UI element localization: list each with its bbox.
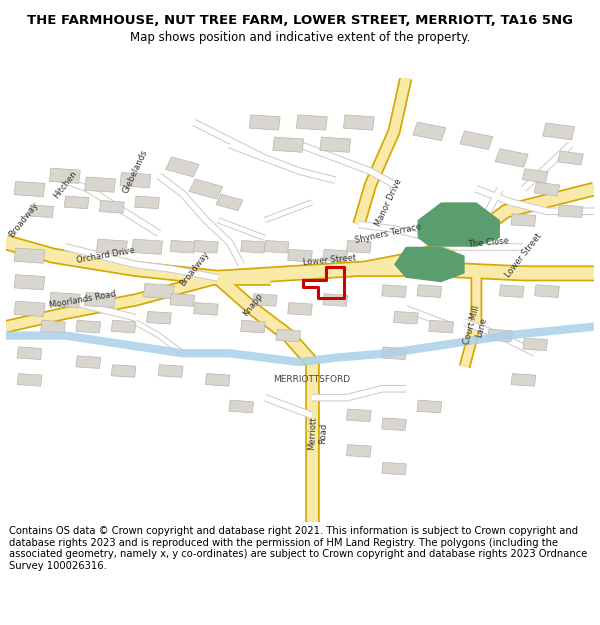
- Bar: [85, 177, 115, 192]
- Bar: [49, 168, 80, 183]
- Bar: [100, 201, 124, 213]
- Bar: [382, 418, 406, 431]
- Text: Contains OS data © Crown copyright and database right 2021. This information is : Contains OS data © Crown copyright and d…: [9, 526, 587, 571]
- Text: Lower Street: Lower Street: [302, 253, 356, 267]
- Bar: [488, 329, 512, 342]
- Bar: [394, 311, 418, 324]
- Bar: [135, 196, 160, 209]
- Bar: [523, 338, 548, 351]
- Bar: [346, 241, 371, 253]
- Bar: [413, 122, 446, 141]
- Bar: [14, 274, 45, 290]
- Bar: [170, 241, 195, 253]
- Bar: [241, 321, 265, 333]
- Bar: [14, 248, 45, 263]
- Bar: [287, 302, 313, 315]
- Text: Hitchen: Hitchen: [51, 169, 79, 200]
- Bar: [132, 239, 163, 254]
- Bar: [323, 294, 347, 306]
- Bar: [460, 131, 493, 149]
- Bar: [557, 151, 583, 165]
- Bar: [558, 205, 583, 217]
- Bar: [534, 182, 560, 196]
- Bar: [111, 365, 136, 378]
- Bar: [166, 157, 199, 177]
- Bar: [535, 285, 559, 298]
- Text: MERRIOTTSFORD: MERRIOTTSFORD: [273, 376, 350, 384]
- Bar: [241, 241, 265, 253]
- Bar: [194, 302, 218, 315]
- Bar: [523, 169, 548, 182]
- Bar: [143, 284, 174, 299]
- Polygon shape: [418, 202, 500, 247]
- Bar: [276, 329, 301, 342]
- Bar: [417, 285, 442, 298]
- Bar: [170, 294, 195, 306]
- Bar: [85, 292, 115, 308]
- Text: Shyners Terrace: Shyners Terrace: [354, 222, 422, 245]
- Bar: [194, 241, 218, 253]
- Bar: [14, 301, 45, 316]
- Text: Court Mill
Lane: Court Mill Lane: [462, 305, 491, 349]
- Bar: [273, 137, 304, 152]
- Bar: [17, 374, 42, 386]
- Bar: [264, 241, 289, 253]
- Text: Manor Drive: Manor Drive: [373, 177, 403, 227]
- Bar: [41, 321, 65, 333]
- Bar: [287, 249, 313, 262]
- Bar: [511, 374, 536, 386]
- Bar: [120, 173, 151, 188]
- Text: Lower Street: Lower Street: [503, 232, 544, 279]
- Bar: [146, 311, 171, 324]
- Bar: [229, 400, 254, 412]
- Bar: [205, 374, 230, 386]
- Bar: [511, 214, 536, 226]
- Bar: [97, 239, 127, 254]
- Bar: [382, 285, 406, 298]
- Bar: [346, 444, 371, 457]
- Bar: [417, 400, 442, 412]
- Bar: [429, 321, 454, 333]
- Text: Moorlands Road: Moorlands Road: [49, 290, 116, 310]
- Polygon shape: [394, 247, 464, 282]
- Bar: [382, 347, 406, 359]
- Bar: [76, 356, 101, 368]
- Bar: [323, 249, 347, 262]
- Bar: [14, 181, 45, 197]
- Text: Glebelands: Glebelands: [121, 148, 149, 194]
- Text: THE FARMHOUSE, NUT TREE FARM, LOWER STREET, MERRIOTT, TA16 5NG: THE FARMHOUSE, NUT TREE FARM, LOWER STRE…: [27, 14, 573, 27]
- Bar: [76, 321, 101, 333]
- Bar: [189, 179, 223, 199]
- Bar: [216, 194, 243, 211]
- Bar: [17, 347, 42, 359]
- Bar: [346, 409, 371, 422]
- Text: Broadway: Broadway: [178, 249, 211, 288]
- Bar: [543, 123, 575, 140]
- Bar: [253, 294, 277, 306]
- Bar: [29, 205, 53, 217]
- Bar: [296, 115, 327, 130]
- Bar: [499, 285, 524, 298]
- Text: Merriott
Road: Merriott Road: [307, 416, 328, 450]
- Bar: [250, 115, 280, 130]
- Bar: [158, 365, 183, 378]
- Text: Map shows position and indicative extent of the property.: Map shows position and indicative extent…: [130, 31, 470, 44]
- Text: Orchard Drive: Orchard Drive: [76, 246, 136, 265]
- Bar: [495, 149, 528, 168]
- Bar: [320, 137, 350, 152]
- Bar: [343, 115, 374, 130]
- Bar: [382, 462, 406, 475]
- Text: Broadway: Broadway: [7, 201, 40, 239]
- Bar: [64, 196, 89, 209]
- Bar: [111, 321, 136, 333]
- Text: Knapp: Knapp: [241, 291, 265, 318]
- Bar: [49, 292, 80, 308]
- Text: The Close: The Close: [467, 236, 509, 249]
